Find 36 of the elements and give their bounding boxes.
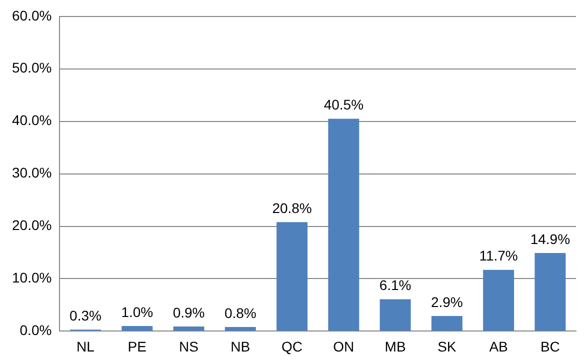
bar bbox=[483, 270, 514, 331]
data-label: 0.9% bbox=[172, 304, 205, 320]
y-tick-label: 0.0% bbox=[20, 322, 52, 338]
y-tick-label: 50.0% bbox=[12, 60, 52, 76]
data-label: 2.9% bbox=[430, 294, 463, 310]
x-tick-label: BC bbox=[540, 338, 560, 354]
data-label: 11.7% bbox=[479, 248, 518, 264]
bar bbox=[380, 299, 411, 331]
data-label: 1.0% bbox=[121, 304, 154, 320]
x-tick-label: QC bbox=[282, 338, 303, 354]
y-tick-label: 40.0% bbox=[12, 112, 52, 128]
y-tick-label: 60.0% bbox=[12, 7, 52, 24]
bar bbox=[534, 253, 566, 331]
data-label: 6.1% bbox=[379, 277, 412, 294]
bar bbox=[122, 326, 153, 331]
y-tick-label: 30.0% bbox=[12, 164, 52, 181]
x-tick-label: NL bbox=[76, 338, 95, 354]
bar bbox=[276, 222, 308, 331]
bar bbox=[431, 316, 462, 331]
bar bbox=[328, 118, 360, 331]
x-tick-label: ON bbox=[333, 338, 354, 354]
data-label: 40.5% bbox=[324, 96, 364, 113]
data-label: 14.9% bbox=[530, 230, 570, 247]
y-tick-label: 10.0% bbox=[12, 270, 52, 286]
data-label: 0.8% bbox=[224, 304, 256, 321]
x-tick-label: NB bbox=[230, 338, 250, 354]
x-tick-label: PE bbox=[128, 338, 146, 354]
x-tick-label: AB bbox=[489, 338, 508, 354]
bar bbox=[224, 327, 256, 331]
y-tick-label: 20.0% bbox=[12, 217, 52, 234]
x-tick-label: NS bbox=[179, 338, 198, 354]
bar bbox=[173, 326, 204, 331]
data-label: 20.8% bbox=[272, 200, 312, 216]
x-tick-label: SK bbox=[438, 338, 457, 354]
x-tick-label: MB bbox=[384, 338, 406, 354]
data-label: 0.3% bbox=[70, 307, 102, 324]
